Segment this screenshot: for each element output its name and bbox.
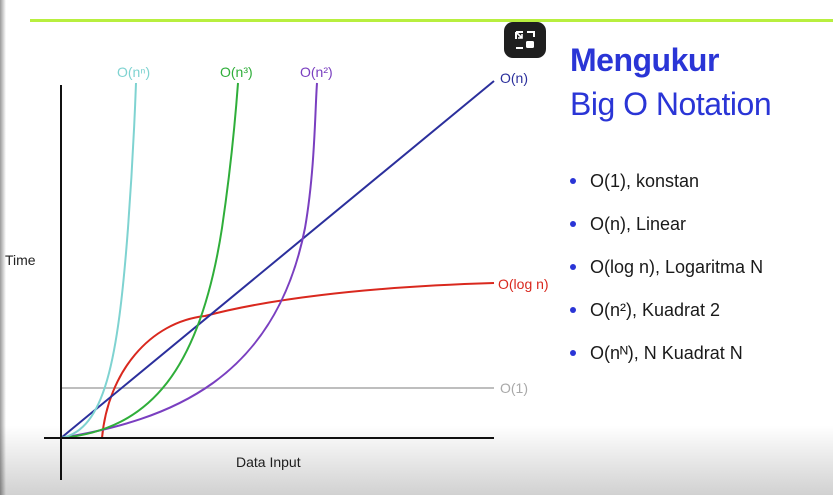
series-label-1: O(1) (500, 380, 528, 396)
bullet-text: O(n²), Kuadrat 2 (590, 300, 721, 320)
bullet-item: O(log n), Logaritma N (568, 252, 763, 295)
bullet-dot (570, 350, 576, 356)
left-edge-shadow (0, 0, 6, 495)
bullet-item: O(n²), Kuadrat 2 (568, 295, 763, 338)
x-axis-label: Data Input (236, 454, 301, 470)
bullet-item: O(1), konstan (568, 166, 763, 209)
series-line-3 (60, 80, 495, 439)
series-label-6: O(nⁿ) (117, 64, 150, 80)
series-label-4: O(n²) (300, 64, 333, 80)
bullet-text: O(n), Linear (590, 214, 687, 234)
bullet-text: O(nᴺ), N Kuadrat N (590, 343, 743, 363)
series-label-5: O(n³) (220, 64, 253, 80)
series-line-2 (101, 282, 495, 439)
picture-in-picture-icon (515, 31, 535, 49)
y-axis-label: Time (5, 252, 36, 268)
bullet-dot (570, 178, 576, 184)
bullet-text: O(1), konstan (590, 171, 700, 191)
big-o-chart: Time Data Input O(1) O(log n) O(n) O(n²) O(n… (5, 64, 549, 480)
bullet-item: O(nᴺ), N Kuadrat N (568, 338, 763, 381)
series-line-4 (60, 82, 318, 439)
bullet-dot (570, 221, 576, 227)
bullet-dot (570, 264, 576, 270)
picture-in-picture-button[interactable] (504, 22, 546, 58)
bullet-text: O(log n), Logaritma N (590, 257, 764, 277)
series-line-6 (60, 82, 137, 439)
series-label-3: O(n) (500, 70, 528, 86)
bullet-dot (570, 307, 576, 313)
top-accent-line (30, 19, 833, 22)
series-line-5 (60, 82, 239, 439)
bullet-list: O(1), konstan O(n), Linear O(log n), Log… (568, 166, 763, 381)
series-label-2: O(log n) (498, 276, 549, 292)
slide-title-line2: Big O Notation (570, 86, 772, 122)
slide-title-line1: Mengukur (570, 42, 719, 78)
bullet-item: O(n), Linear (568, 209, 763, 252)
